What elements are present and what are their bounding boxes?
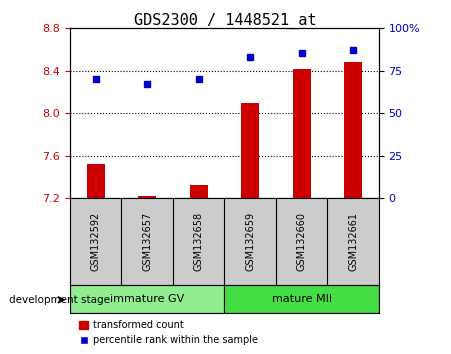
Bar — [87, 164, 105, 198]
Text: GSM132660: GSM132660 — [297, 212, 307, 271]
Text: development stage: development stage — [9, 295, 110, 305]
Legend: transformed count, percentile rank within the sample: transformed count, percentile rank withi… — [75, 316, 262, 349]
Text: GSM132659: GSM132659 — [245, 212, 255, 271]
Text: mature MII: mature MII — [272, 294, 331, 304]
Text: immature GV: immature GV — [110, 294, 184, 304]
Bar — [189, 185, 207, 198]
Text: GSM132658: GSM132658 — [193, 212, 204, 271]
Bar — [70, 285, 224, 313]
Text: GSM132592: GSM132592 — [91, 212, 101, 271]
Text: GSM132657: GSM132657 — [142, 212, 152, 271]
Bar — [138, 196, 156, 198]
Bar — [224, 285, 379, 313]
Bar — [344, 62, 362, 198]
Bar — [293, 69, 311, 198]
Text: GSM132661: GSM132661 — [348, 212, 358, 271]
Text: GDS2300 / 1448521_at: GDS2300 / 1448521_at — [134, 12, 317, 29]
Bar — [241, 103, 259, 198]
